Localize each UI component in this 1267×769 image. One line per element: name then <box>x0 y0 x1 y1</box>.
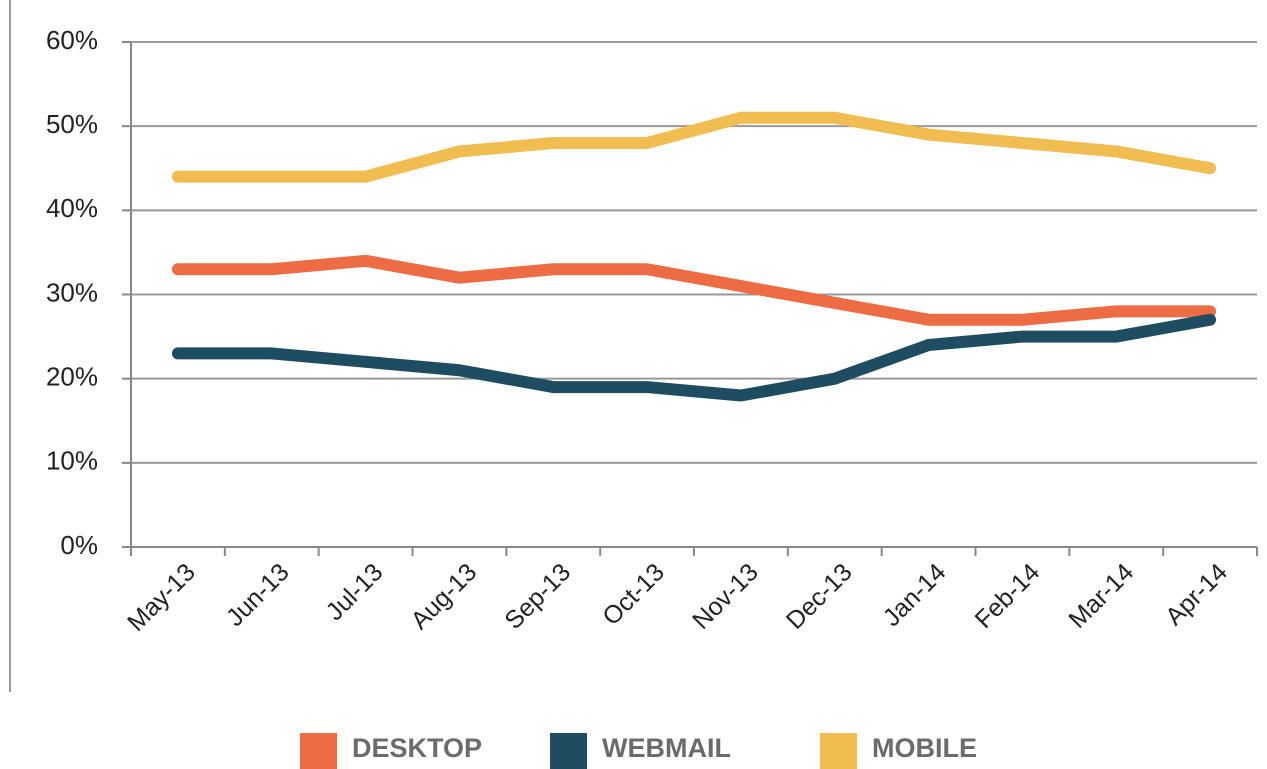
x-tick-label: Sep-13 <box>499 558 576 635</box>
x-tick-label: Oct-13 <box>597 558 670 631</box>
x-tick-label: Jul-13 <box>321 558 389 626</box>
x-tick-label: Apr-14 <box>1160 558 1233 631</box>
y-tick-label: 30% <box>46 277 98 307</box>
x-tick-label: Aug-13 <box>406 558 483 635</box>
y-tick-label: 40% <box>46 193 98 223</box>
x-tick-label: Dec-13 <box>781 558 858 635</box>
x-tick-label: Feb-14 <box>970 558 1046 634</box>
legend-label: DESKTOP <box>352 733 482 763</box>
legend-swatch <box>300 733 337 769</box>
legend-label: WEBMAIL <box>602 733 731 763</box>
y-tick-label: 50% <box>46 109 98 139</box>
y-tick-label: 10% <box>46 446 98 476</box>
line-series <box>171 313 1217 402</box>
x-tick-label: Jan-14 <box>878 558 952 632</box>
y-tick-label: 0% <box>60 530 98 560</box>
x-tick-label: Jun-13 <box>221 558 295 632</box>
x-tick-label: Nov-13 <box>687 558 764 635</box>
line-series <box>171 254 1217 326</box>
y-tick-label: 60% <box>46 25 98 55</box>
x-tick-label: Mar-14 <box>1063 558 1139 634</box>
legend-label: MOBILE <box>872 733 977 763</box>
line-series <box>171 111 1217 183</box>
y-tick-label: 20% <box>46 362 98 392</box>
x-tick-label: May-13 <box>122 558 201 637</box>
legend-swatch <box>550 733 587 769</box>
legend-swatch <box>820 733 857 769</box>
